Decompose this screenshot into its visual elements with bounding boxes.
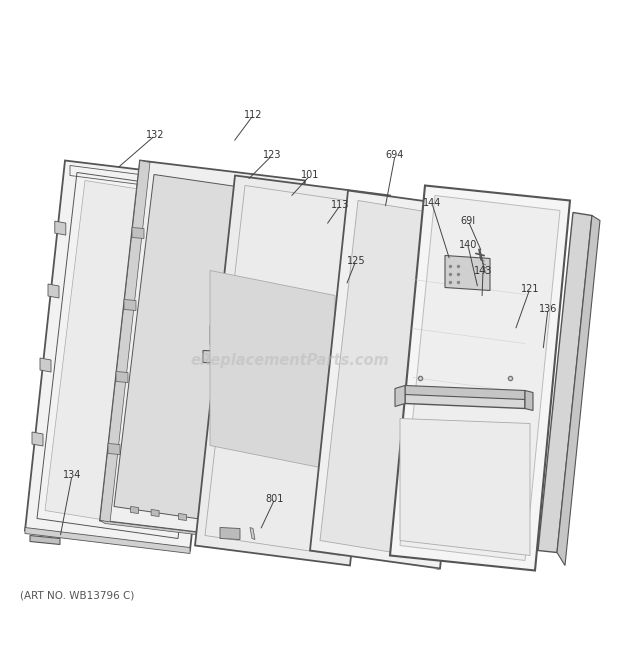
Text: (ART NO. WB13796 C): (ART NO. WB13796 C)	[20, 590, 135, 600]
Polygon shape	[25, 527, 190, 553]
Polygon shape	[100, 520, 270, 543]
Polygon shape	[400, 196, 560, 561]
Polygon shape	[108, 444, 120, 455]
Polygon shape	[203, 350, 342, 368]
Text: 143: 143	[474, 266, 492, 276]
Polygon shape	[151, 510, 159, 516]
Polygon shape	[220, 527, 240, 539]
Polygon shape	[210, 325, 225, 346]
Polygon shape	[179, 514, 187, 520]
Polygon shape	[100, 161, 305, 541]
Text: 101: 101	[301, 171, 319, 180]
Polygon shape	[206, 518, 214, 524]
Text: 140: 140	[459, 241, 477, 251]
Polygon shape	[250, 527, 255, 539]
Polygon shape	[400, 418, 530, 555]
Polygon shape	[320, 200, 468, 559]
Polygon shape	[405, 391, 525, 408]
Polygon shape	[195, 176, 390, 566]
Polygon shape	[538, 212, 592, 553]
Text: 125: 125	[347, 256, 365, 266]
Text: 144: 144	[423, 198, 441, 208]
Polygon shape	[48, 284, 59, 298]
Text: 69I: 69I	[461, 215, 476, 225]
Polygon shape	[116, 371, 128, 383]
Polygon shape	[30, 535, 60, 545]
Polygon shape	[310, 190, 478, 568]
Polygon shape	[45, 180, 210, 531]
Polygon shape	[557, 215, 600, 566]
Polygon shape	[32, 432, 43, 446]
Polygon shape	[25, 161, 230, 551]
Polygon shape	[395, 385, 405, 407]
Polygon shape	[390, 186, 570, 570]
Polygon shape	[525, 391, 533, 410]
Text: 112: 112	[244, 110, 262, 120]
Text: eReplacementParts.com: eReplacementParts.com	[190, 353, 389, 368]
Polygon shape	[114, 175, 291, 527]
Polygon shape	[320, 330, 335, 350]
Polygon shape	[405, 385, 525, 399]
Polygon shape	[132, 227, 144, 239]
Polygon shape	[55, 221, 66, 235]
Text: 132: 132	[146, 130, 164, 141]
Text: 113: 113	[331, 200, 349, 210]
Polygon shape	[210, 270, 335, 471]
Polygon shape	[124, 299, 136, 311]
Polygon shape	[445, 256, 490, 290]
Polygon shape	[40, 358, 51, 372]
Polygon shape	[226, 520, 234, 527]
Text: 134: 134	[63, 471, 81, 481]
Text: 121: 121	[521, 284, 539, 293]
Text: 136: 136	[539, 303, 557, 313]
Text: 123: 123	[263, 151, 281, 161]
Polygon shape	[100, 161, 150, 522]
Polygon shape	[131, 506, 138, 514]
Text: 801: 801	[266, 494, 284, 504]
Text: 694: 694	[386, 151, 404, 161]
